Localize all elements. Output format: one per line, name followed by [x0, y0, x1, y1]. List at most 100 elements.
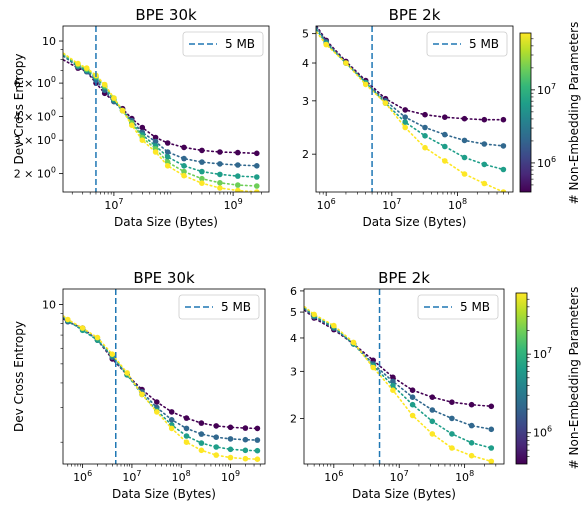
y-tick-label: 5: [290, 306, 297, 319]
x-tick-label: 109: [221, 469, 240, 484]
data-point: [422, 111, 428, 118]
y-tick-label: 4: [302, 57, 309, 70]
data-point: [183, 415, 190, 421]
chart-title: BPE 30k: [133, 269, 195, 287]
data-point: [390, 374, 396, 381]
colorbar-top-bar: [519, 32, 532, 193]
data-point: [227, 436, 234, 442]
data-point: [242, 455, 249, 462]
data-point: [129, 122, 135, 128]
data-point: [254, 425, 261, 432]
legend-label: 5 MB: [225, 37, 255, 51]
data-point: [198, 447, 205, 454]
colorbar-tick-label: 107: [533, 346, 552, 361]
data-point: [429, 431, 436, 437]
data-point: [409, 387, 416, 394]
panel-4: BPE 2k 106 107 108 6 5 4 3 2 Data Size (Bytes) 5 M…: [290, 269, 505, 501]
data-point: [422, 133, 428, 139]
data-point: [164, 149, 171, 155]
data-point: [168, 417, 175, 423]
data-point: [468, 440, 475, 446]
data-point: [242, 436, 249, 443]
data-point: [235, 187, 241, 192]
data-point: [164, 140, 171, 146]
data-point: [213, 423, 219, 429]
data-point: [442, 143, 448, 150]
data-point: [217, 149, 223, 155]
data-point: [350, 339, 357, 346]
y-tick-label: 6: [290, 285, 297, 298]
y-tick-label: 5: [302, 28, 309, 41]
data-point: [199, 175, 205, 182]
data-point: [183, 433, 190, 439]
series-2-trend: [63, 55, 259, 167]
x-tick-label: 108: [448, 197, 467, 212]
x-tick-label: 106: [324, 469, 343, 484]
x-tick-label: 107: [382, 197, 401, 212]
colorbar-top-ticks: 106 107: [531, 38, 556, 186]
data-point: [139, 391, 145, 398]
data-point: [449, 445, 455, 451]
y-tick-label: 3: [302, 95, 309, 108]
legend-box: [417, 294, 499, 320]
plot-area: [304, 306, 495, 464]
y-tick-label: 4: [290, 332, 297, 345]
data-point: [461, 154, 468, 161]
data-point: [75, 60, 81, 67]
colorbar-bottom-label: # Non-Embedding Parameters: [567, 287, 581, 470]
data-point: [402, 119, 409, 125]
colorbar-top-label: # Non-Embedding Parameters: [567, 22, 581, 205]
data-point: [449, 431, 455, 437]
data-point: [461, 115, 468, 122]
data-point: [390, 387, 396, 394]
data-point: [101, 81, 108, 88]
y-tick-label: 10: [42, 35, 56, 48]
plot-frame: [303, 288, 505, 465]
data-point: [235, 173, 241, 179]
colorbar-tick-label: 106: [533, 425, 552, 440]
colorbar-bottom-ticks: 106 107: [527, 298, 552, 457]
data-point: [468, 401, 475, 408]
data-point: [139, 137, 146, 143]
data-point: [429, 394, 436, 401]
x-tick-label: 106: [73, 469, 92, 484]
data-point: [168, 425, 175, 432]
data-point: [217, 161, 223, 167]
data-point: [253, 150, 260, 157]
data-point: [94, 334, 101, 341]
data-point: [442, 131, 448, 138]
data-point: [402, 107, 409, 113]
data-point: [227, 424, 234, 431]
data-point: [442, 158, 448, 164]
series-4-trend: [63, 53, 259, 187]
x-tick-label: 107: [122, 469, 141, 484]
chart-panels: BPE 30k 107 109 10 6 × 100 4 × 100 3 × 100 2 × …: [12, 6, 514, 501]
y-tick-label: 3: [290, 365, 297, 378]
x-tick-label: 107: [390, 469, 409, 484]
data-point: [242, 447, 249, 454]
data-point: [154, 399, 160, 405]
plot-frame: [62, 288, 266, 465]
legend-label: 5 MB: [469, 37, 499, 51]
series-4-trend: [63, 315, 260, 460]
data-point: [217, 180, 223, 186]
data-point: [429, 407, 436, 413]
chart-title: BPE 2k: [389, 6, 441, 24]
data-point: [481, 141, 488, 147]
x-axis-label: Data Size (Bytes): [112, 487, 216, 501]
data-point: [119, 107, 126, 114]
panel-3: BPE 30k 106 107 108 109 10 Data Size (Bytes) De…: [12, 269, 266, 501]
legend: 5 MB: [182, 31, 264, 57]
data-point: [370, 364, 377, 371]
data-point: [154, 409, 160, 415]
data-point: [422, 124, 428, 131]
data-point: [217, 185, 223, 191]
legend: 5 MB: [178, 294, 260, 320]
data-point: [323, 41, 330, 48]
data-point: [468, 452, 475, 459]
data-point: [481, 161, 488, 168]
data-point: [152, 149, 159, 155]
chart-title: BPE 2k: [378, 269, 430, 287]
series-3-trend: [63, 315, 260, 452]
x-axis-label: Data Size (Bytes): [352, 487, 456, 501]
